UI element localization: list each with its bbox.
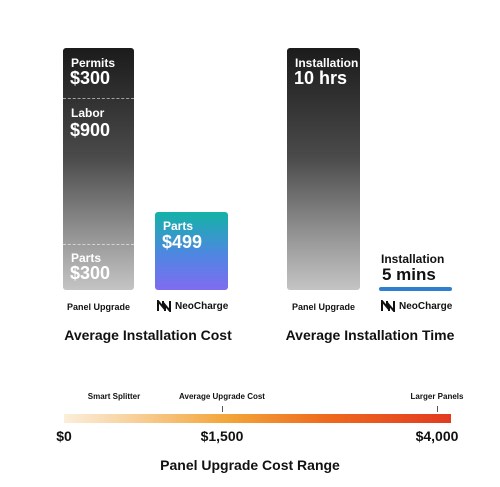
neocharge-installation-value: 5 mins [382,265,436,284]
labor-label: Labor [71,106,105,120]
neocharge-brand-time: NeoCharge [381,300,452,312]
tick-larger-panels [437,406,438,412]
segment-divider [63,98,134,99]
cost-chart-title: Average Installation Cost [64,327,232,343]
cost-range-gradient-bar [64,414,451,423]
category-label-panel-upgrade: Panel Upgrade [66,302,131,312]
tick-average-upgrade-cost [222,406,223,412]
neocharge-brand-label: NeoCharge [175,300,229,312]
panel-upgrade-time-bar: Installation 10 hrs [287,48,360,290]
panel-upgrade-cost-bar: Permits $300 Labor $900 Parts $300 [63,48,134,290]
marker-label-smart-splitter: Smart Splitter [87,392,141,401]
neocharge-time-bar [379,287,452,291]
category-label-panel-upgrade-time: Panel Upgrade [291,302,356,312]
segment-divider [63,244,134,245]
marker-label-larger-panels: Larger Panels [410,392,464,401]
time-chart-title: Average Installation Time [285,327,455,343]
permits-label: Permits [71,56,116,70]
labor-value: $900 [70,120,111,140]
parts-label: Parts [71,251,102,265]
neocharge-parts-label: Parts [163,219,194,233]
neocharge-cost-bar: Parts $499 [155,212,228,290]
installation-label: Installation [295,56,359,70]
range-max-value: $4,000 [415,428,459,444]
neocharge-parts-value: $499 [162,232,203,252]
marker-label-average-upgrade-cost: Average Upgrade Cost [179,392,265,401]
neocharge-brand-label: NeoCharge [399,300,453,312]
range-title: Panel Upgrade Cost Range [160,457,340,473]
neocharge-logo-icon [381,300,395,312]
neocharge-installation-label: Installation [381,252,445,266]
neocharge-brand-cost: NeoCharge [157,300,228,312]
neocharge-logo-icon [157,300,171,312]
permits-value: $300 [70,68,111,88]
installation-value: 10 hrs [294,68,348,88]
parts-value: $300 [70,263,111,283]
range-mid-value: $1,500 [200,428,244,444]
range-min-value: $0 [56,428,72,444]
